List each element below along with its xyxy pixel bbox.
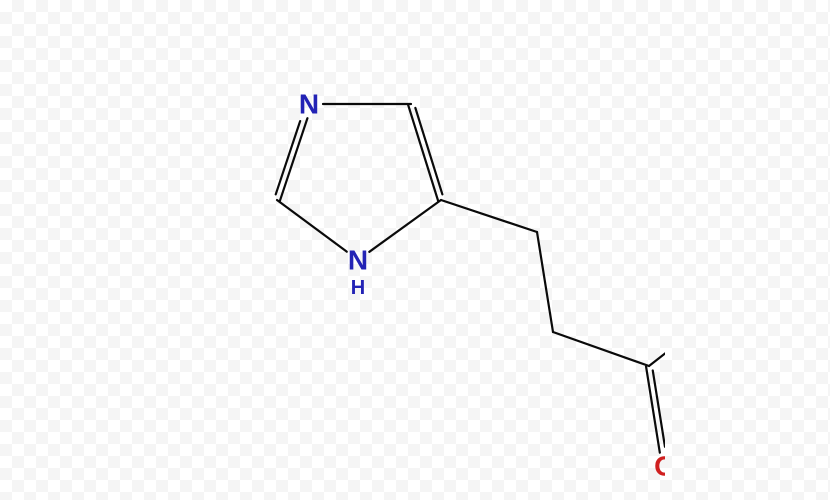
molecule-structure: NNHOHO: [165, 0, 665, 500]
bond: [408, 105, 438, 201]
atom-label-N4H: H: [351, 277, 365, 299]
bond: [649, 314, 665, 366]
bond: [276, 121, 300, 194]
bond: [277, 200, 347, 252]
bond: [369, 200, 441, 252]
bond: [537, 232, 553, 332]
bond: [653, 370, 665, 446]
atom-label-O10: O: [654, 451, 665, 482]
atom-label-N1: N: [299, 89, 319, 120]
bond: [441, 200, 537, 232]
bond: [415, 108, 442, 194]
atom-label-N4: N: [348, 245, 368, 276]
bond: [553, 332, 649, 366]
bond: [280, 118, 308, 201]
bond: [646, 366, 660, 452]
